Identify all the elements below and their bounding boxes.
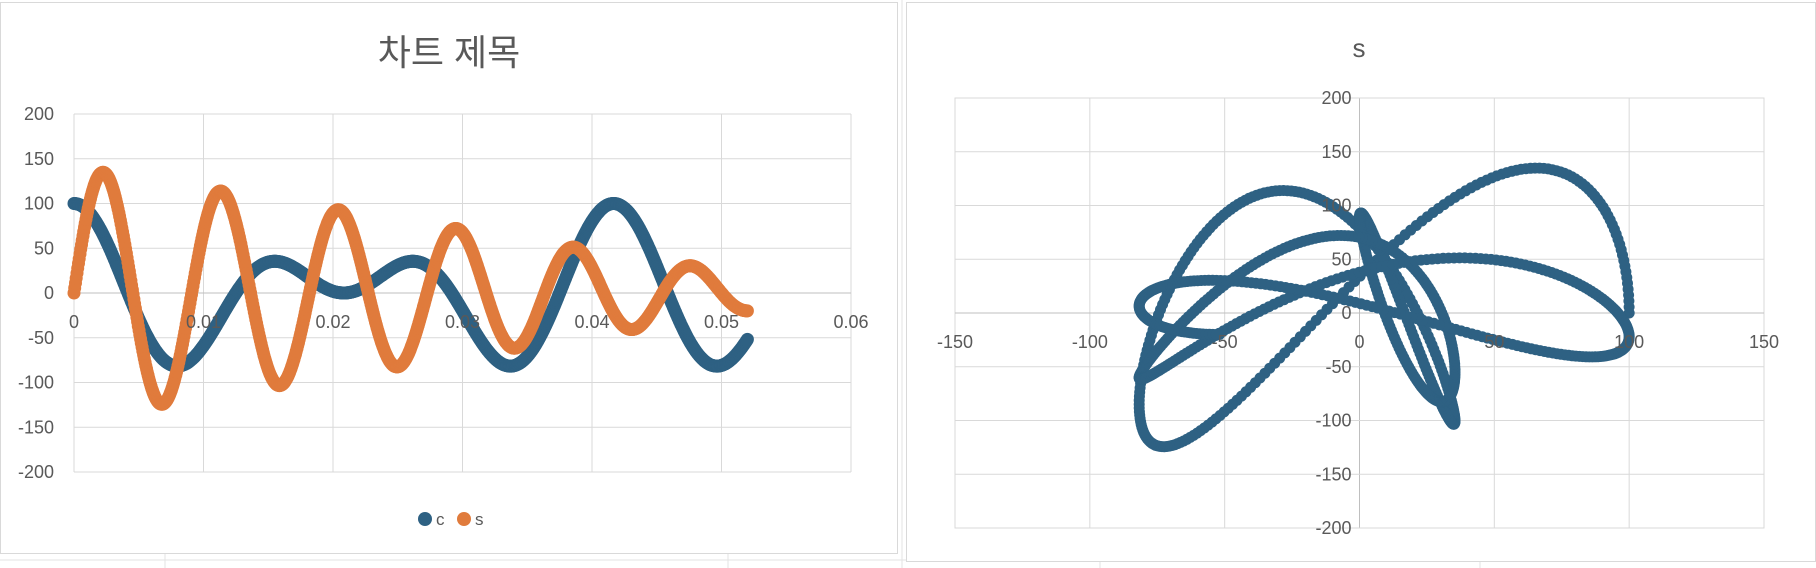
legend-label-s: s [475,510,484,529]
x-tick-label: 150 [1749,332,1779,352]
x-tick-label: 0.03 [445,312,480,332]
plot-area-right [1133,162,1635,453]
chart-left-svg: 차트 제목 0 0.01 0.02 0.03 0.04 0.05 0.06 200 150 100… [18,32,869,529]
y-tick-label: 50 [34,238,54,258]
y-tick-label: 0 [44,283,54,303]
y-tick-label: 150 [1321,142,1351,162]
legend-label-c: c [436,510,445,529]
y-tick-label: 150 [24,149,54,169]
y-tick-label: -100 [18,373,54,393]
x-tick-label: 0 [1354,332,1364,352]
y-tick-label: -200 [1315,518,1351,538]
y-tick-label: -50 [28,328,54,348]
x-tick-label: -100 [1072,332,1108,352]
point-s [740,304,754,318]
y-tick-label: 200 [24,104,54,124]
chart-right-svg: s -150 -100 -50 0 50 100 150200150100500-50-10… [937,33,1779,538]
series-s [1133,162,1635,453]
series-s [67,165,754,411]
point-c [740,332,754,346]
ticks-right: -150 -100 -50 0 50 100 150200150100500-50-100-… [937,88,1779,538]
x-tick-label: 0.06 [833,312,868,332]
plot-area-left [67,165,754,411]
y-tick-label: 0 [1341,303,1351,323]
chart-panel-right[interactable]: s -150 -100 -50 0 50 100 150 200 150 100 50 0 -50 -10… [906,2,1816,562]
y-tick-label: -150 [1315,464,1351,484]
chart-panel-left[interactable]: 차트 제목 0 0.01 0.02 0.03 0.04 0.05 0.06 200 150 100… [0,2,898,554]
x-tick-label: 50 [1484,332,1504,352]
x-tick-label: -150 [937,332,973,352]
y-tick-label: -200 [18,462,54,482]
y-tick-label: -100 [1315,411,1351,431]
y-tick-label: 50 [1331,249,1351,269]
x-tick-label: 0.05 [704,312,739,332]
x-tick-label: 0.04 [574,312,609,332]
x-tick-label: 100 [1614,332,1644,352]
x-tick-label: -50 [1212,332,1238,352]
legend: c s [418,510,484,529]
y-tick-label: -150 [18,417,54,437]
y-tick-label: -50 [1325,357,1351,377]
chart-title: s [1353,33,1366,63]
x-tick-label: 0.02 [315,312,350,332]
legend-marker-c [418,512,432,526]
y-tick-label: 100 [1321,196,1351,216]
chart-title: 차트 제목 [378,32,520,73]
legend-marker-s [457,512,471,526]
x-tick-label: 0.01 [186,312,221,332]
y-tick-label: 200 [1321,88,1351,108]
ticks-left: 0 0.01 0.02 0.03 0.04 0.05 0.06 200 150 100 50 0 -50… [18,104,869,482]
point [1214,329,1226,340]
y-tick-label: 100 [24,194,54,214]
grid-right [954,97,1765,529]
x-tick-label: 0 [69,312,79,332]
